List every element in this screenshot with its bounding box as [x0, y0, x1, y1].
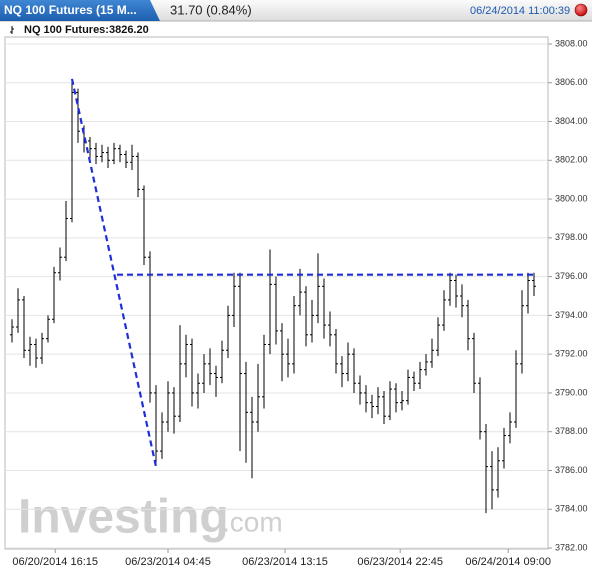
- y-tick-label: 3782.00: [555, 542, 588, 552]
- timestamp: 06/24/2014 11:00:39: [470, 5, 570, 17]
- y-tick-label: 3784.00: [555, 504, 588, 514]
- legend-label: NQ 100 Futures:3826.20: [24, 24, 149, 36]
- y-tick-label: 3798.00: [555, 232, 588, 242]
- symbol-tab[interactable]: [0, 0, 160, 21]
- y-tick-label: 3788.00: [555, 426, 588, 436]
- watermark-suffix: .com: [222, 506, 283, 537]
- trend-line: [70, 78, 158, 467]
- y-tick-label: 3806.00: [555, 77, 588, 87]
- symbol-tab-label: NQ 100 Futures (15 M...: [4, 3, 137, 17]
- x-tick-label: 06/23/2014 22:45: [357, 556, 443, 568]
- y-tick-label: 3800.00: [555, 193, 588, 203]
- y-tick-label: 3808.00: [555, 38, 588, 48]
- price-change: 31.70 (0.84%): [170, 2, 252, 17]
- y-tick-label: 3794.00: [555, 310, 588, 320]
- live-indicator[interactable]: [574, 3, 588, 17]
- y-tick-label: 3804.00: [555, 116, 588, 126]
- watermark-brand: Investing: [18, 491, 229, 544]
- y-tick-label: 3796.00: [555, 271, 588, 281]
- y-tick-label: 3792.00: [555, 349, 588, 359]
- legend-icon: [10, 26, 14, 34]
- y-tick-label: 3790.00: [555, 387, 588, 397]
- y-tick-label: 3786.00: [555, 465, 588, 475]
- watermark: Investing .com: [18, 491, 283, 544]
- x-tick-label: 06/23/2014 13:15: [242, 556, 328, 568]
- x-tick-label: 06/20/2014 16:15: [12, 556, 98, 568]
- y-tick-label: 3802.00: [555, 155, 588, 165]
- x-tick-label: 06/24/2014 09:00: [465, 556, 551, 568]
- x-tick-label: 06/23/2014 04:45: [125, 556, 211, 568]
